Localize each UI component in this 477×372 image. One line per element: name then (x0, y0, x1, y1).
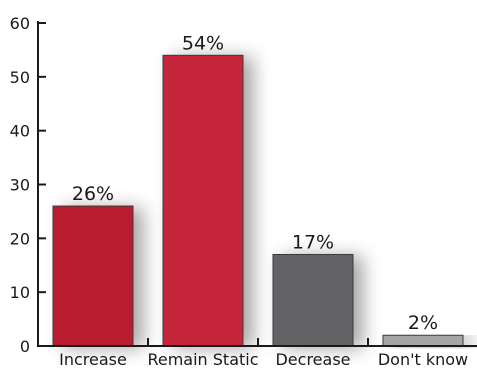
bars-layer (52, 54, 464, 347)
y-tick-label: 30 (10, 176, 30, 195)
data-label: 26% (72, 183, 114, 205)
y-tick-label: 20 (10, 229, 30, 248)
x-tick-label: Remain Static (147, 350, 258, 368)
data-label: 17% (292, 231, 334, 253)
bar-increase (52, 205, 134, 347)
y-tick-label: 10 (10, 283, 30, 302)
data-label: 54% (182, 32, 224, 54)
axes-layer: 26% Increase 54% Remain Static 17% Decrease 2%… (10, 14, 477, 369)
bar-decrease (272, 253, 354, 347)
y-tick-label: 50 (10, 68, 30, 87)
bar-remain-static (162, 54, 244, 347)
x-tick-label: Don't know (378, 350, 468, 368)
y-tick-label: 0 (20, 337, 30, 356)
y-tick-label: 40 (10, 122, 30, 141)
y-tick-label: 60 (10, 14, 30, 33)
x-tick-label: Increase (59, 350, 127, 368)
data-label: 2% (408, 312, 438, 334)
x-tick-label: Decrease (275, 350, 350, 368)
bar-don-t-know (382, 334, 464, 347)
